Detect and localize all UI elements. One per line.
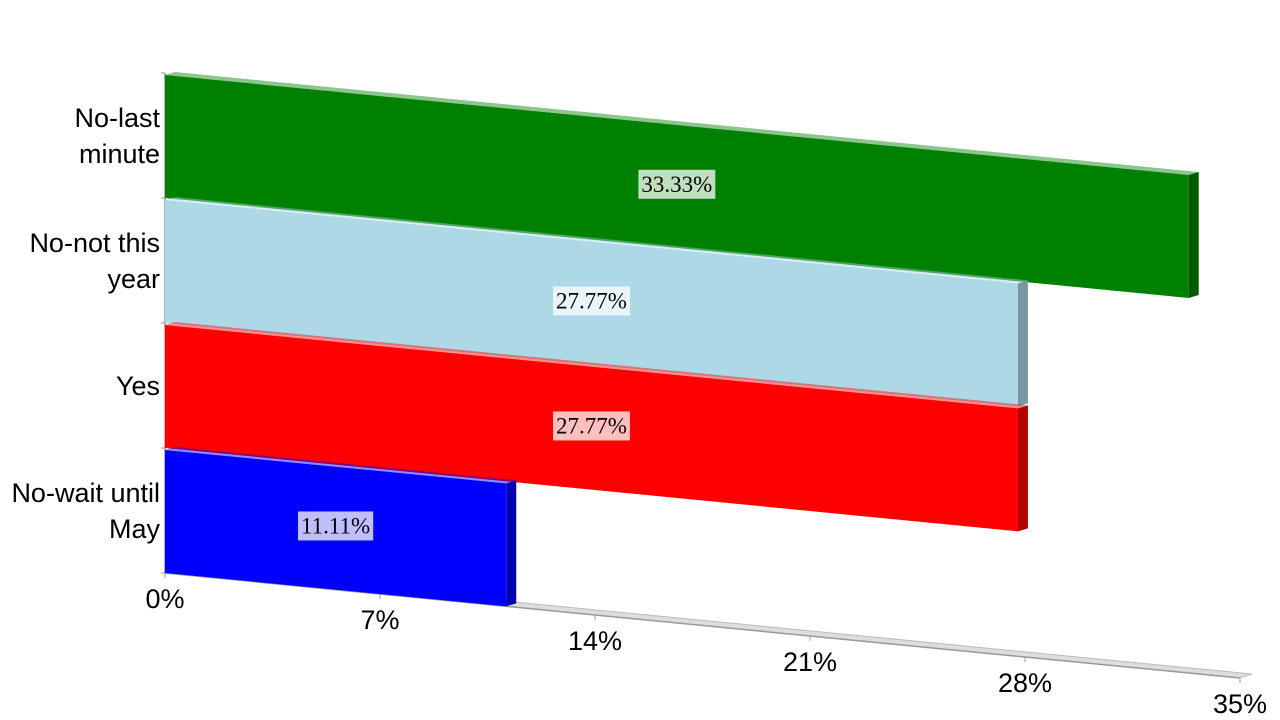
value-label-bg — [298, 511, 374, 541]
y-tick-label: No-wait until May — [11, 477, 160, 544]
x-axis — [164, 572, 1241, 679]
y-tick-label: No-not this year — [29, 227, 160, 294]
bar-top — [165, 197, 1028, 284]
value-label: 27.77% — [556, 413, 627, 438]
value-label-bg — [638, 169, 716, 199]
value-label-bg — [553, 286, 630, 316]
bar-top — [165, 447, 517, 484]
x-tick-label: 7% — [360, 605, 399, 635]
bar-side — [506, 480, 517, 607]
y-tick-label: Yes — [115, 370, 160, 401]
bar-top — [165, 322, 1028, 409]
value-label-group: 27.77% — [553, 411, 630, 441]
value-label-bg — [553, 411, 630, 441]
bar-top — [165, 72, 1199, 176]
value-label-group: 33.33% — [638, 169, 716, 199]
value-label-group: 11.11% — [298, 511, 374, 541]
x-tick-label: 0% — [145, 584, 184, 614]
value-label-group: 27.77% — [553, 286, 630, 316]
x-tick-label: 14% — [568, 626, 622, 656]
x-tick-label: 21% — [783, 647, 837, 677]
x-tick-label: 28% — [998, 668, 1052, 698]
x-tick-label: 35% — [1213, 689, 1267, 719]
bar-side — [1188, 172, 1199, 299]
bar-side — [1017, 280, 1028, 407]
bar-side — [1017, 405, 1028, 532]
value-label: 33.33% — [641, 172, 712, 197]
y-tick-label: No-last minute — [74, 102, 160, 169]
value-label: 11.11% — [301, 513, 370, 538]
value-label: 27.77% — [556, 288, 627, 313]
